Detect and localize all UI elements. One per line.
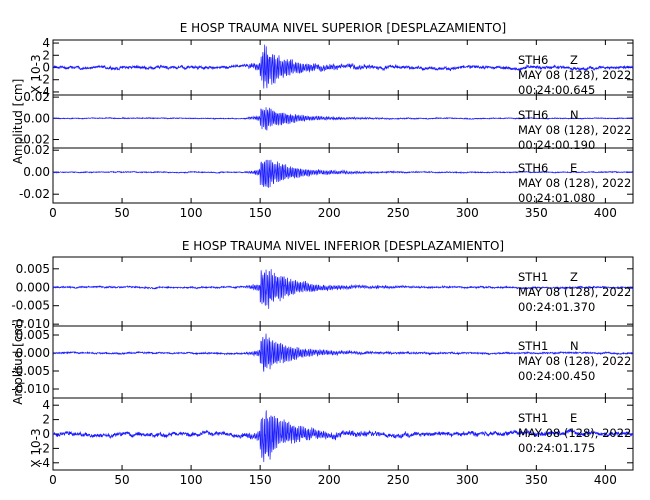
x-tick-label: 400 [594,473,617,487]
y-tick-label: -0.005 [11,299,50,313]
station-label: STH6 [518,108,548,122]
y-tick-label: 4 [42,398,50,412]
chart-title: E HOSP TRAUMA NIVEL INFERIOR [DESPLAZAMI… [182,239,504,253]
x-tick-label: 350 [525,206,548,220]
component-label: Z [570,53,578,67]
x-tick-label: 250 [387,473,410,487]
chart-title: E HOSP TRAUMA NIVEL SUPERIOR [DESPLAZAMI… [180,21,506,35]
seismic-trace [53,333,634,372]
y-tick-label: 0.00 [23,111,50,125]
x-tick-label: 150 [249,206,272,220]
date-label: MAY 08 (128), 2022 [518,68,631,82]
seismic-trace [52,44,634,89]
y-tick-label: -0.005 [11,364,50,378]
y-tick-label: -2 [38,441,50,455]
x-tick-label: 200 [318,473,341,487]
time-label: 00:24:00.190 [518,138,595,152]
y-tick-label: 0.005 [16,262,50,276]
x-tick-label: 100 [180,473,203,487]
y-tick-label: 0.00 [23,165,50,179]
y-tick-label: 2 [42,413,50,427]
date-label: MAY 08 (128), 2022 [518,426,631,440]
seismic-trace [52,107,634,131]
date-label: MAY 08 (128), 2022 [518,354,631,368]
scale-note: X 10-3 [29,428,43,467]
component-label: Z [570,270,578,284]
y-tick-label: 0.02 [23,143,50,157]
y-tick-label: -0.02 [19,187,50,201]
station-label: STH6 [518,161,548,175]
y-tick-label: 0 [42,61,50,75]
y-tick-label: -4 [38,456,50,470]
y-tick-label: -2 [38,73,50,87]
x-tick-label: 350 [525,473,548,487]
x-tick-label: 250 [387,206,410,220]
x-tick-label: 50 [114,473,129,487]
y-tick-label: 4 [42,36,50,50]
time-label: 00:24:00.450 [518,369,595,383]
time-label: 00:24:01.370 [518,300,595,314]
scale-note: X 10-3 [29,54,43,93]
x-tick-label: 100 [180,206,203,220]
y-tick-label: 0.005 [16,328,50,342]
y-tick-label: 0.02 [23,90,50,104]
seismic-trace [52,269,634,309]
date-label: MAY 08 (128), 2022 [518,176,631,190]
component-label: N [570,339,579,353]
y-tick-label: 0.000 [16,346,50,360]
y-tick-label: -0.010 [11,317,50,331]
station-label: STH6 [518,53,548,67]
station-label: STH1 [518,339,548,353]
x-tick-label: 400 [594,206,617,220]
y-tick-label: 2 [42,48,50,62]
y-axis-label: Amplitud [cm] [11,79,25,165]
component-label: E [570,411,577,425]
y-tick-label: -0.010 [11,382,50,396]
x-tick-label: 300 [456,206,479,220]
x-tick-label: 150 [249,473,272,487]
x-tick-label: 50 [114,206,129,220]
y-tick-label: 0 [42,427,50,441]
y-tick-label: -0.02 [19,133,50,147]
time-label: 00:24:00.645 [518,83,595,97]
x-tick-label: 0 [49,206,57,220]
x-tick-label: 300 [456,473,479,487]
panel-frame [52,147,634,204]
time-label: 00:24:01.080 [518,191,595,205]
y-tick-label: 0.000 [16,280,50,294]
component-label: E [570,161,577,175]
station-label: STH1 [518,411,548,425]
seismic-trace [52,410,634,463]
component-label: N [570,108,579,122]
x-tick-label: 0 [49,473,57,487]
y-tick-label: -4 [38,85,50,99]
station-label: STH1 [518,270,548,284]
x-tick-label: 200 [318,206,341,220]
seismic-trace [52,159,634,188]
time-label: 00:24:01.175 [518,441,595,455]
date-label: MAY 08 (128), 2022 [518,285,631,299]
date-label: MAY 08 (128), 2022 [518,123,631,137]
y-axis-label: Amplitud [cm] [11,319,25,405]
